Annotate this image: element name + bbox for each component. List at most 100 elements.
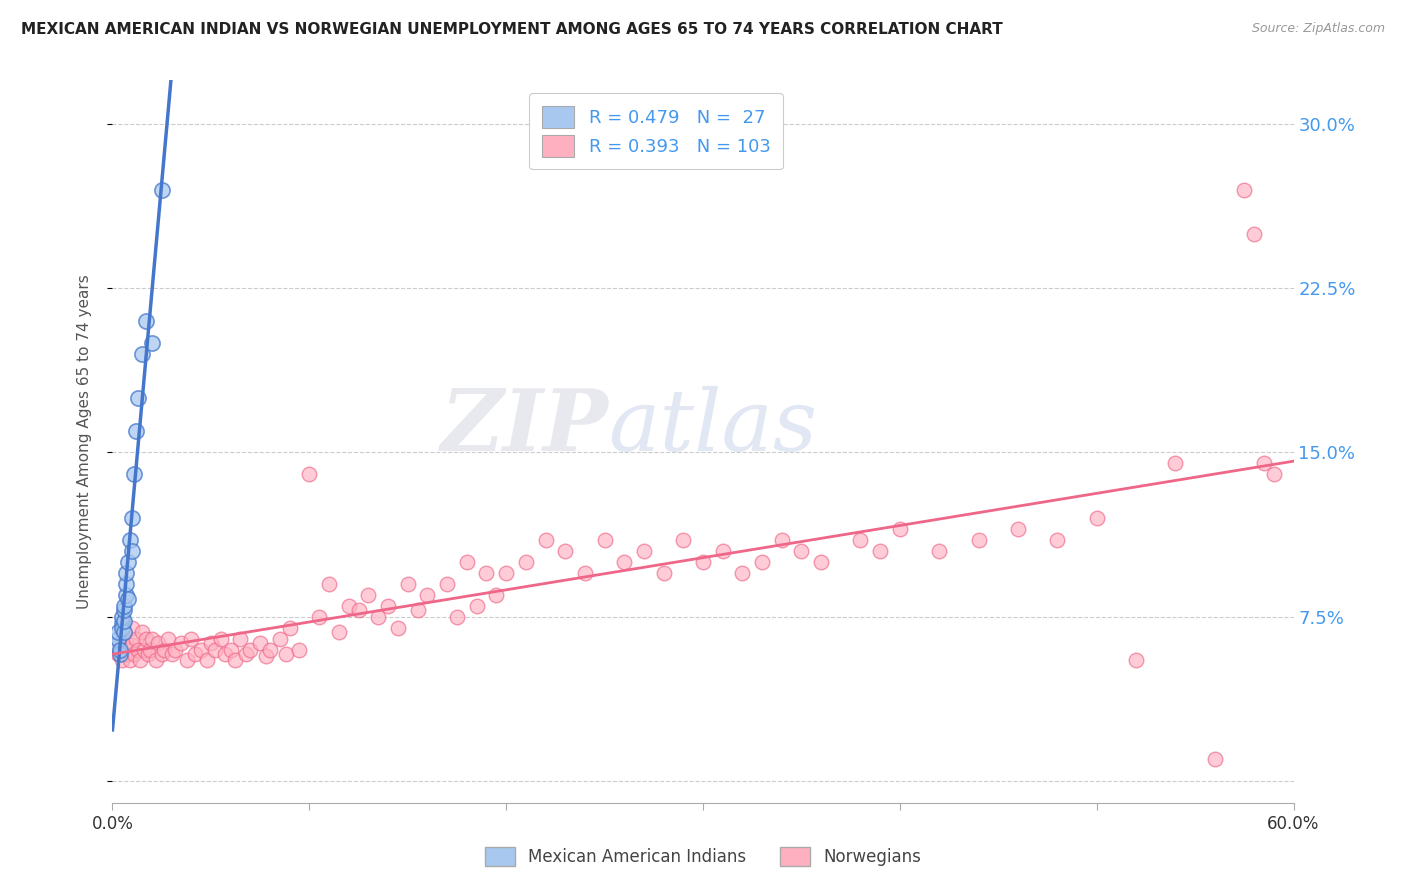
Point [406, 603, 429, 617]
Legend: Mexican American Indians, Norwegians: Mexican American Indians, Norwegians [477, 838, 929, 875]
Point [111, 653, 134, 667]
Point [889, 522, 911, 536]
Point [849, 533, 872, 547]
Point [928, 544, 950, 558]
Point [249, 636, 271, 650]
Point [869, 544, 891, 558]
Point [967, 533, 990, 547]
Point [112, 625, 135, 640]
Point [170, 636, 193, 650]
Text: atlas: atlas [609, 385, 818, 468]
Point [446, 609, 468, 624]
Point [554, 544, 576, 558]
Point [495, 566, 517, 580]
Point [121, 621, 143, 635]
Point [347, 603, 370, 617]
Point [288, 642, 311, 657]
Point [475, 566, 498, 580]
Point [1046, 533, 1069, 547]
Point [135, 314, 157, 328]
Point [150, 647, 173, 661]
Point [367, 609, 389, 624]
Point [141, 632, 163, 646]
Point [107, 632, 129, 646]
Point [111, 621, 134, 635]
Point [150, 183, 173, 197]
Point [711, 544, 734, 558]
Point [770, 533, 793, 547]
Point [254, 649, 277, 664]
Y-axis label: Unemployment Among Ages 65 to 74 years: Unemployment Among Ages 65 to 74 years [77, 274, 91, 609]
Point [1204, 752, 1226, 766]
Point [165, 642, 187, 657]
Point [139, 642, 162, 657]
Point [110, 642, 132, 657]
Point [209, 632, 232, 646]
Point [387, 621, 409, 635]
Point [127, 642, 149, 657]
Point [1164, 457, 1187, 471]
Point [110, 642, 132, 657]
Point [112, 603, 135, 617]
Point [652, 566, 675, 580]
Point [672, 533, 695, 547]
Point [298, 467, 321, 482]
Point [790, 544, 813, 558]
Point [810, 555, 832, 569]
Point [269, 632, 291, 646]
Point [235, 647, 257, 661]
Point [416, 588, 439, 602]
Point [534, 533, 557, 547]
Point [692, 555, 714, 569]
Point [337, 599, 360, 613]
Point [115, 577, 138, 591]
Point [115, 588, 138, 602]
Point [574, 566, 596, 580]
Point [1125, 653, 1147, 667]
Point [111, 616, 134, 631]
Point [239, 642, 262, 657]
Point [465, 599, 488, 613]
Point [121, 638, 143, 652]
Point [141, 336, 163, 351]
Point [219, 642, 242, 657]
Point [176, 653, 198, 667]
Point [485, 588, 508, 602]
Point [115, 636, 138, 650]
Point [1007, 522, 1029, 536]
Point [229, 632, 252, 646]
Point [112, 599, 135, 613]
Point [120, 653, 142, 667]
Point [633, 544, 655, 558]
Point [152, 642, 174, 657]
Point [120, 533, 142, 547]
Point [436, 577, 458, 591]
Point [105, 638, 128, 652]
Text: MEXICAN AMERICAN INDIAN VS NORWEGIAN UNEMPLOYMENT AMONG AGES 65 TO 74 YEARS CORR: MEXICAN AMERICAN INDIAN VS NORWEGIAN UNE… [21, 22, 1002, 37]
Point [274, 647, 297, 661]
Point [308, 609, 330, 624]
Point [136, 647, 159, 661]
Point [107, 625, 129, 640]
Point [131, 625, 153, 640]
Point [184, 647, 207, 661]
Text: Source: ZipAtlas.com: Source: ZipAtlas.com [1251, 22, 1385, 36]
Text: ZIP: ZIP [440, 385, 609, 469]
Point [156, 632, 179, 646]
Point [112, 614, 135, 628]
Point [112, 625, 135, 640]
Point [328, 625, 350, 640]
Point [180, 632, 202, 646]
Point [357, 588, 380, 602]
Legend: R = 0.479   N =  27, R = 0.393   N = 103: R = 0.479 N = 27, R = 0.393 N = 103 [529, 93, 783, 169]
Point [278, 621, 301, 635]
Point [117, 592, 139, 607]
Point [125, 424, 148, 438]
Point [160, 647, 183, 661]
Point [115, 566, 138, 580]
Point [127, 391, 149, 405]
Point [1085, 511, 1108, 525]
Point [146, 636, 169, 650]
Point [259, 642, 281, 657]
Point [204, 642, 226, 657]
